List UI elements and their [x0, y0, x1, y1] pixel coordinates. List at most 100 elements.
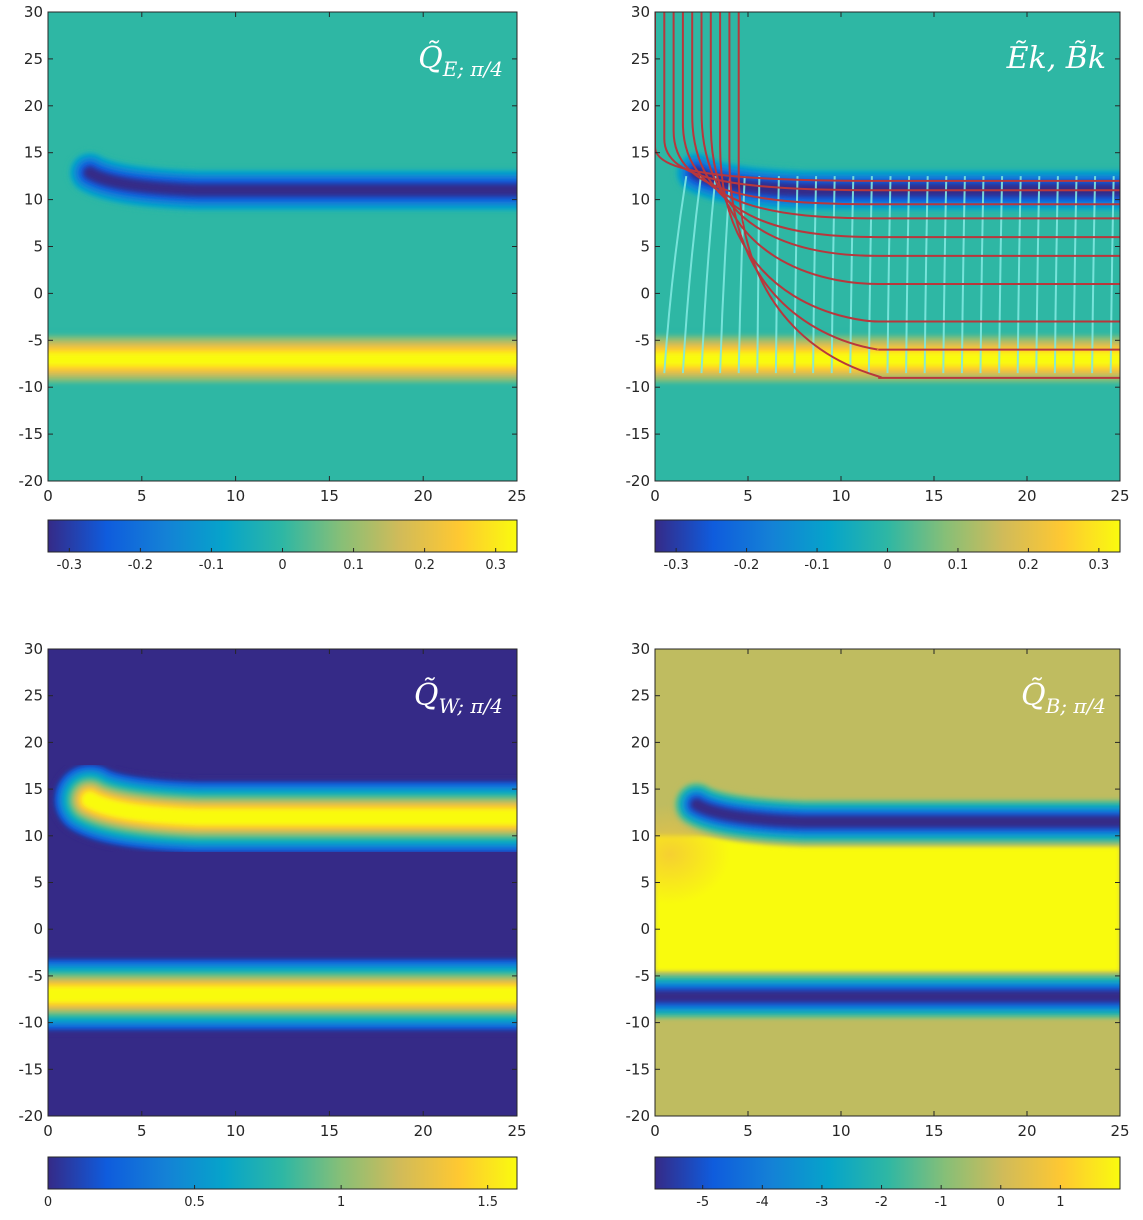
y-tick-label: -10: [626, 378, 651, 396]
colorbar-gradient: [654, 519, 1121, 553]
panel-title: Q̃W; π/4: [414, 678, 503, 718]
band-1: [48, 955, 517, 1034]
x-tick-label: 10: [831, 487, 850, 505]
y-tick-label: -15: [19, 425, 44, 443]
x-tick-label: 5: [137, 1122, 147, 1140]
heatmap-area: [48, 12, 517, 481]
y-tick-label: 30: [24, 640, 43, 658]
colorbar-tick-label: 1: [1056, 1195, 1064, 1210]
band-1: [655, 971, 1120, 1022]
colorbar-tick-label: -0.1: [199, 558, 224, 573]
band-0: [50, 760, 517, 857]
heatmap-area: [48, 649, 517, 1116]
colorbar-tick-label: -4: [756, 1195, 769, 1210]
y-tick-label: -15: [626, 425, 651, 443]
colorbar-tick-label: 0: [997, 1195, 1005, 1210]
x-tick-label: 10: [226, 1122, 245, 1140]
x-tick-label: 20: [414, 487, 433, 505]
heatmap-area: [655, 12, 1120, 481]
x-tick-label: 0: [43, 1122, 53, 1140]
e-field-line: [719, 12, 1120, 323]
y-tick-label: -20: [626, 472, 651, 490]
y-tick-label: -5: [635, 967, 650, 985]
band-0: [671, 779, 1120, 847]
band-1: [48, 332, 517, 386]
x-tick-label: 5: [743, 1122, 753, 1140]
x-tick-label: 25: [507, 1122, 526, 1140]
e-field-line: [681, 12, 1120, 220]
x-tick-label: 20: [1017, 1122, 1036, 1140]
y-tick-label: -5: [635, 331, 650, 349]
y-tick-label: 20: [24, 97, 43, 115]
y-tick-label: -15: [19, 1060, 44, 1078]
y-tick-label: 5: [640, 874, 650, 892]
band-0: [66, 149, 517, 214]
x-tick-label: 10: [226, 487, 245, 505]
b-field-line: [830, 176, 836, 374]
colorbar-tick-label: 0: [883, 558, 891, 573]
e-field-line: [728, 12, 1120, 351]
colorbar-tick-label: -0.2: [734, 558, 759, 573]
y-tick-label: 10: [631, 827, 650, 845]
y-tick-label: -10: [19, 1014, 44, 1032]
colorbar-tick-label: -0.2: [128, 558, 153, 573]
x-tick-label: 0: [650, 1122, 660, 1140]
colorbar-tick-label: -2: [875, 1195, 888, 1210]
colorbar-gradient: [47, 1156, 518, 1190]
y-tick-label: 30: [631, 3, 650, 21]
y-tick-label: 0: [640, 920, 650, 938]
y-tick-label: 25: [631, 687, 650, 705]
y-tick-label: 0: [33, 284, 43, 302]
y-tick-label: -15: [626, 1060, 651, 1078]
y-tick-label: 15: [631, 144, 650, 162]
colorbar-tick-label: 0: [44, 1195, 52, 1210]
y-tick-label: -20: [19, 1107, 44, 1125]
y-tick-label: 30: [631, 640, 650, 658]
y-tick-label: 15: [24, 780, 43, 798]
b-field-line: [849, 176, 855, 374]
y-tick-label: 10: [24, 827, 43, 845]
colorbar-gradient: [47, 519, 518, 553]
y-tick-label: 25: [631, 50, 650, 68]
colorbar-tick-label: 0: [278, 558, 286, 573]
heatmap-background: [655, 12, 1120, 481]
b-field-line: [867, 176, 873, 374]
x-tick-label: 25: [1110, 487, 1129, 505]
colorbar-tick-label: 1: [337, 1195, 345, 1210]
colorbar-tick-label: 0.3: [1089, 558, 1110, 573]
y-tick-label: -5: [28, 331, 43, 349]
y-tick-label: 30: [24, 3, 43, 21]
y-tick-label: 10: [24, 191, 43, 209]
y-tick-label: -10: [19, 378, 44, 396]
panel-title: Q̃B; π/4: [1021, 678, 1106, 718]
colorbar-tick-label: 0.2: [414, 558, 435, 573]
x-tick-label: 25: [507, 487, 526, 505]
colorbar-tick-label: -5: [696, 1195, 709, 1210]
x-tick-label: 0: [650, 487, 660, 505]
y-tick-label: -20: [626, 1107, 651, 1125]
heatmap-plateau: [655, 835, 1120, 976]
x-tick-label: 0: [43, 487, 53, 505]
colorbar-tick-label: 0.5: [184, 1195, 205, 1210]
colorbar-tick-label: 1.5: [477, 1195, 498, 1210]
x-tick-label: 15: [924, 487, 943, 505]
x-tick-label: 15: [924, 1122, 943, 1140]
e-field-line: [709, 12, 1120, 286]
b-field-line: [663, 175, 688, 374]
e-field-line: [700, 12, 1120, 257]
b-field-line: [700, 176, 717, 374]
x-tick-label: 15: [320, 487, 339, 505]
colorbar: -5 -4 -3 -2 -1 0 1: [654, 1156, 1121, 1210]
y-tick-label: 0: [33, 920, 43, 938]
b-field-line: [793, 176, 799, 374]
panel-EB: 0 5 10 15 20 25 30 25 20 15 10 5 0 -5 -10 -15 -20 Ẽk, B̃k…: [626, 3, 1130, 573]
y-tick-label: 0: [640, 284, 650, 302]
colorbar-tick-label: 0.1: [948, 558, 969, 573]
e-field-lines: [655, 12, 1120, 379]
x-tick-label: 10: [831, 1122, 850, 1140]
y-tick-label: 15: [631, 780, 650, 798]
x-tick-label: 5: [743, 487, 753, 505]
